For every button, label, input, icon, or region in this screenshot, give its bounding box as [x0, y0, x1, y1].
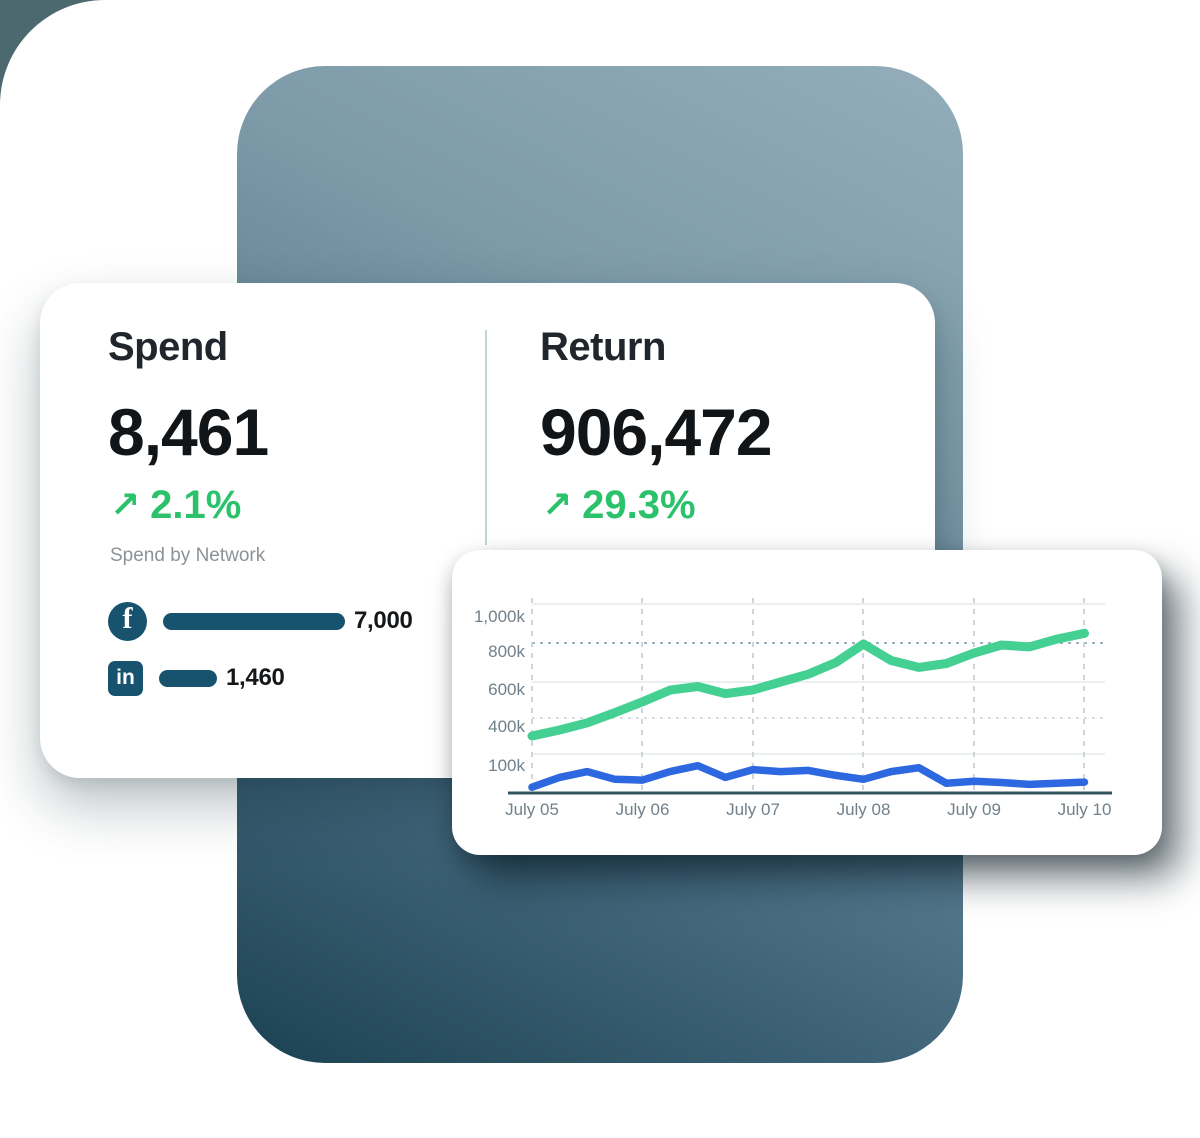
up-right-arrow-icon: ↗ — [110, 484, 141, 525]
chart-card: 1,000k 800k 600k 400k 100k July 05 July 06 Jul… — [452, 550, 1162, 855]
x-tick-label: July 08 — [836, 800, 891, 819]
facebook-icon: f — [108, 601, 147, 641]
linkedin-icon: in — [108, 660, 143, 696]
metrics-card: Spend 8,461 ↗ 2.1% Spend by Network Retu… — [40, 283, 935, 778]
spend-title: Spend — [108, 325, 228, 369]
spend-by-network-list: f 7,000 in 1,460 — [108, 601, 488, 715]
spend-by-network-label: Spend by Network — [110, 545, 266, 566]
line-chart: 1,000k 800k 600k 400k 100k July 05 July 06 Jul… — [452, 550, 1162, 855]
return-metric-section: Return 906,472 ↗ 29.3% — [540, 283, 920, 527]
chart-plot — [508, 598, 1112, 795]
y-tick-label: 1,000k — [473, 607, 525, 626]
linkedin-spend-bar — [159, 669, 217, 687]
spend-series-line — [528, 761, 1089, 791]
return-delta-percent: 29.3% — [582, 483, 696, 527]
day-gridlines — [531, 598, 1085, 792]
corner-accent-shape — [0, 0, 105, 105]
y-tick-label: 600k — [488, 680, 525, 699]
x-tick-label: July 09 — [947, 800, 1001, 819]
facebook-spend-bar — [163, 612, 345, 630]
spend-delta-percent: 2.1% — [150, 483, 242, 527]
x-tick-label: July 07 — [726, 800, 780, 819]
return-value: 906,472 — [540, 395, 773, 469]
spend-delta: ↗ 2.1% — [110, 483, 488, 527]
y-tick-label: 100k — [488, 756, 525, 775]
x-tick-label: July 05 — [505, 800, 559, 819]
spend-metric-section: Spend 8,461 ↗ 2.1% Spend by Network — [108, 283, 488, 567]
x-tick-label: July 06 — [615, 800, 670, 819]
up-right-arrow-icon: ↗ — [542, 484, 573, 525]
return-delta: ↗ 29.3% — [542, 483, 920, 527]
card-divider — [485, 330, 487, 545]
spend-value: 8,461 — [108, 395, 269, 469]
y-tick-label: 400k — [488, 717, 525, 736]
facebook-spend-value: 7,000 — [354, 607, 413, 634]
network-row-facebook: f 7,000 — [108, 601, 488, 641]
x-tick-label: July 10 — [1057, 800, 1112, 819]
linkedin-spend-value: 1,460 — [226, 664, 285, 691]
return-title: Return — [540, 325, 666, 369]
return-series-line — [527, 628, 1089, 741]
y-tick-label: 800k — [488, 642, 525, 661]
network-row-linkedin: in 1,460 — [108, 658, 488, 698]
